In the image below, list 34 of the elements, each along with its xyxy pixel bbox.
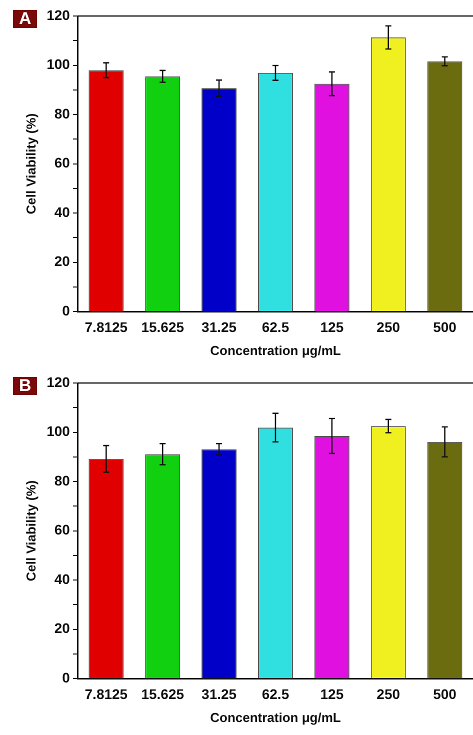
y-tick-label: 40 xyxy=(54,204,70,220)
y-tick-label: 60 xyxy=(54,154,70,171)
y-tick-label: 80 xyxy=(54,105,70,122)
x-tick-label: 250 xyxy=(376,318,400,335)
y-tick-label: 20 xyxy=(54,620,70,636)
y-axis-title: Cell Viability (%) xyxy=(23,480,38,582)
text: B xyxy=(13,376,38,395)
x-tick-label: 31.25 xyxy=(202,686,237,702)
y-tick-label: 20 xyxy=(54,253,70,270)
y-tick-label: 120 xyxy=(46,374,70,390)
x-tick-label: 500 xyxy=(433,318,457,335)
y-tick-label: 0 xyxy=(62,669,70,686)
text: A xyxy=(13,9,38,28)
x-tick-label: 250 xyxy=(376,686,400,702)
x-tick-label: 62.5 xyxy=(262,318,290,335)
y-tick-label: 120 xyxy=(46,6,70,23)
x-tick-label: 125 xyxy=(320,318,344,335)
x-tick-label: 15.625 xyxy=(141,318,184,335)
y-tick-label: 40 xyxy=(54,570,70,587)
y-tick-label: 100 xyxy=(46,56,70,72)
x-tick-label: 31.25 xyxy=(202,318,237,335)
x-tick-label: 125 xyxy=(320,686,344,702)
y-tick-label: 0 xyxy=(62,302,70,318)
y-tick-label: 80 xyxy=(54,472,70,488)
x-tick-label: 7.8125 xyxy=(84,318,128,335)
x-tick-label: 62.5 xyxy=(262,686,290,702)
x-tick-label: 500 xyxy=(433,686,457,702)
x-axis-title: Concentration μg/mL xyxy=(210,710,341,725)
y-tick-label: 100 xyxy=(46,423,70,440)
x-tick-label: 15.625 xyxy=(141,686,184,702)
x-axis-title: Concentration μg/mL xyxy=(210,342,341,358)
y-tick-label: 60 xyxy=(54,522,70,538)
x-tick-label: 7.8125 xyxy=(84,686,128,702)
y-axis-title: Cell Viability (%) xyxy=(23,113,38,214)
